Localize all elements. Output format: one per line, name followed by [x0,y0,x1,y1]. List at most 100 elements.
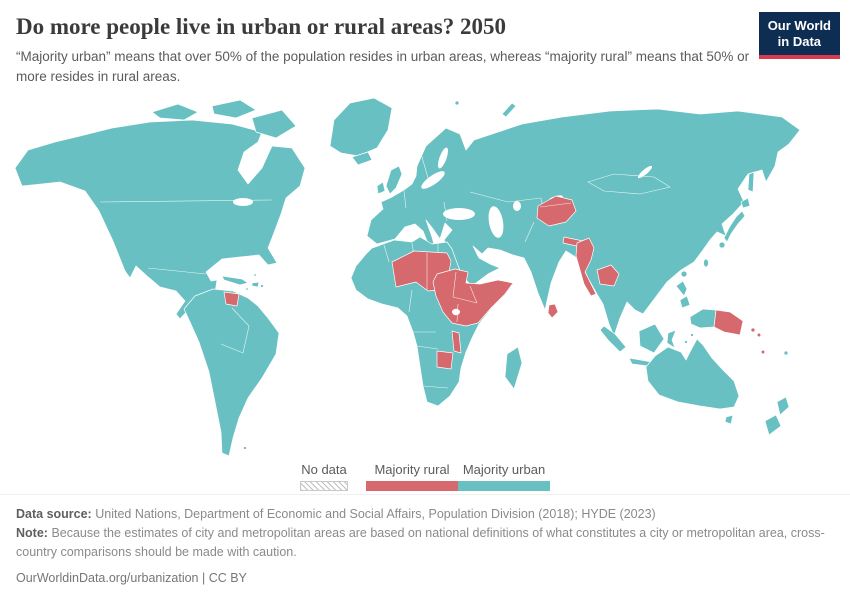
region-hispaniola[interactable] [251,281,260,288]
region-bahamas[interactable] [253,273,257,277]
lake-baikal [637,166,653,179]
data-source-label: Data source: [16,507,92,521]
region-solomon-islands-2[interactable] [756,332,762,338]
region-new-guinea-west[interactable] [689,308,717,329]
border-mongolia [587,173,671,195]
region-ireland[interactable] [376,181,386,195]
border-afghanistan-tajikistan [539,202,572,208]
border-line [147,267,207,275]
border-line [403,191,407,209]
legend-label-majority-urban: Majority urban [462,462,546,478]
region-guyana[interactable] [223,291,240,307]
region-eurasia[interactable] [366,108,801,337]
region-cuba[interactable] [221,275,249,286]
note-label: Note: [16,525,48,540]
region-new-zealand-north[interactable] [776,396,790,416]
region-taiwan[interactable] [703,258,709,268]
region-greenland[interactable] [329,97,393,157]
legend-label-majority-rural: Majority rural [374,462,450,478]
legend-item-majority-rural[interactable]: Majority rural [366,462,458,492]
region-baffin-island[interactable] [251,109,297,139]
region-sumatra[interactable] [599,325,627,353]
map-legend: No data Majority rural Majority urban [0,462,850,492]
sea-aral [513,201,521,212]
border-line [231,307,250,354]
region-new-zealand-south[interactable] [764,414,782,436]
region-vanuatu[interactable] [760,349,766,355]
region-borneo[interactable] [638,323,665,354]
region-united-kingdom[interactable] [385,165,403,195]
note-text: Because the estimates of city and metrop… [16,525,825,559]
world-map[interactable] [0,90,850,462]
chart-footer: Data source: United Nations, Department … [0,494,850,600]
border-line [99,199,273,203]
border-line [422,385,449,389]
sea-baltic [421,171,445,189]
region-philippines-mindanao[interactable] [679,295,691,309]
border-line [416,345,439,350]
region-japan-hokkaido[interactable] [740,197,751,209]
region-papua-new-guinea[interactable] [713,309,744,336]
legend-label-no-data: No data [301,462,347,478]
border-ethiopia-somalia [469,286,478,304]
region-svalbard[interactable] [454,100,460,106]
region-philippines-luzon[interactable] [675,280,688,297]
region-madagascar[interactable] [504,346,523,390]
region-japan-honshu[interactable] [723,210,746,243]
legend-item-no-data[interactable]: No data [300,462,348,492]
map-container [0,90,850,462]
data-source-text: United Nations, Department of Economic a… [95,507,656,521]
region-sri-lanka[interactable] [547,303,559,319]
region-iceland[interactable] [351,151,373,166]
lake-victoria [452,308,460,316]
sea-caspian [488,206,504,238]
border-line [408,290,413,313]
source-link[interactable]: OurWorldinData.org/urbanization | CC BY [16,571,247,586]
chart-header: Do more people live in urban or rural ar… [0,0,850,86]
region-japan-kyushu[interactable] [718,241,726,249]
region-tasmania[interactable] [724,414,734,425]
region-myanmar[interactable] [575,237,597,297]
region-arctic-islands[interactable] [151,103,199,121]
region-hainan[interactable] [680,270,688,278]
owid-logo-line2: in Data [777,34,822,50]
great-lakes [233,198,253,207]
data-source-row: Data source: United Nations, Department … [16,505,832,524]
region-australia[interactable] [645,338,740,410]
border-south-sudan-ethiopia [452,272,457,298]
sea-black [443,208,475,221]
region-falkland-islands[interactable] [243,446,247,450]
region-solomon-islands[interactable] [750,327,756,333]
owid-logo-line1: Our World [767,18,831,33]
region-north-america[interactable] [14,119,306,320]
rural-internal-borders [426,202,572,323]
region-arctic-islands-2[interactable] [211,99,257,119]
border-line [524,222,535,243]
note-row: Note: Because the estimates of city and … [16,524,832,562]
region-africa[interactable] [350,236,515,407]
inland-seas [233,147,653,238]
region-fiji[interactable] [783,350,789,356]
region-moluccas[interactable] [684,340,688,344]
region-south-america[interactable] [183,288,280,457]
region-zimbabwe[interactable] [436,350,454,370]
region-sakhalin[interactable] [747,171,755,193]
region-jamaica[interactable] [245,287,249,291]
region-novaya-zemlya[interactable] [501,102,517,118]
owid-logo[interactable]: Our World in Data [758,12,840,59]
legend-swatch-majority-rural [366,481,458,492]
border-line [419,150,429,179]
legend-item-majority-urban[interactable]: Majority urban [458,462,550,492]
border-line [469,191,542,203]
page-title: Do more people live in urban or rural ar… [16,14,507,39]
region-moluccas-2[interactable] [690,333,694,337]
region-malawi[interactable] [451,330,462,354]
legend-pair: Majority rural Majority urban [366,462,550,492]
region-puerto-rico[interactable] [260,284,264,288]
region-cambodia[interactable] [596,264,620,287]
legend-swatch-majority-urban [458,481,550,492]
border-ethiopia-kenya [452,296,478,304]
landmasses [14,97,801,457]
region-sulawesi[interactable] [666,329,677,349]
border-line [220,343,244,354]
